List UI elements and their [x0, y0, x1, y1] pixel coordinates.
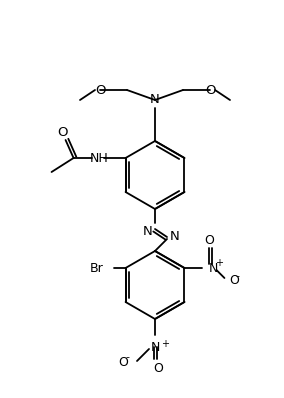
Text: N: N — [143, 225, 153, 238]
Text: O: O — [205, 84, 215, 96]
Text: N: N — [208, 261, 218, 275]
Text: NH: NH — [90, 152, 109, 166]
Text: -: - — [235, 271, 239, 281]
Text: N: N — [150, 93, 160, 106]
Text: N: N — [170, 230, 180, 244]
Text: +: + — [216, 258, 224, 268]
Text: -: - — [125, 352, 129, 362]
Text: O: O — [229, 273, 239, 287]
Text: +: + — [161, 339, 169, 349]
Text: N: N — [150, 341, 160, 354]
Text: O: O — [118, 357, 128, 369]
Text: Br: Br — [90, 261, 104, 275]
Text: O: O — [57, 127, 68, 140]
Text: O: O — [95, 84, 105, 96]
Text: O: O — [153, 363, 163, 375]
Text: O: O — [204, 234, 214, 246]
